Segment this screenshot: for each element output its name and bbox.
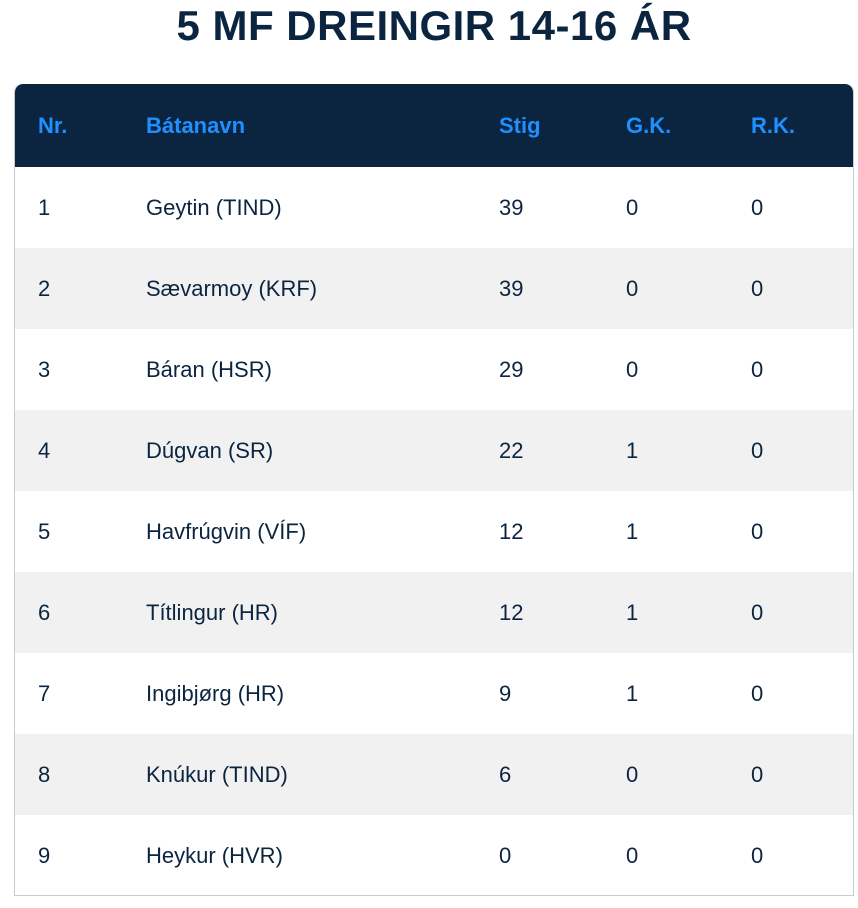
cell-nr: 7 [38, 680, 51, 706]
cell-gk: 0 [626, 194, 639, 220]
cell-boat-name: Ingibjørg (HR) [146, 680, 285, 706]
cell-boat-name: Sævarmoy (KRF) [146, 275, 318, 301]
cell-points: 0 [499, 842, 512, 868]
table-row: 9 Heykur (HVR) 0 0 0 [15, 815, 853, 895]
cell-boat-name: Heykur (HVR) [146, 842, 283, 868]
table-row: 1 Geytin (TIND) 39 0 0 [15, 167, 853, 248]
cell-rk: 0 [751, 437, 764, 463]
cell-points: 12 [499, 518, 524, 544]
cell-nr: 3 [38, 356, 51, 382]
column-header-rk[interactable]: R.K. [751, 112, 795, 138]
cell-rk: 0 [751, 356, 764, 382]
cell-boat-name: Dúgvan (SR) [146, 437, 274, 463]
column-header-gk[interactable]: G.K. [626, 112, 672, 138]
table-body: 1 Geytin (TIND) 39 0 0 2 Sævarmoy (KRF) … [15, 167, 853, 895]
cell-gk: 0 [626, 356, 639, 382]
table-row: 6 Títlingur (HR) 12 1 0 [15, 572, 853, 653]
table-row: 4 Dúgvan (SR) 22 1 0 [15, 410, 853, 491]
cell-rk: 0 [751, 761, 764, 787]
cell-nr: 5 [38, 518, 51, 544]
cell-rk: 0 [751, 842, 764, 868]
cell-gk: 0 [626, 842, 639, 868]
column-header-nr[interactable]: Nr. [38, 112, 68, 138]
cell-nr: 1 [38, 194, 51, 220]
column-header-points[interactable]: Stig [499, 112, 541, 138]
cell-rk: 0 [751, 599, 764, 625]
cell-gk: 0 [626, 275, 639, 301]
cell-boat-name: Geytin (TIND) [146, 194, 282, 220]
page-title: 5 MF DREINGIR 14-16 ÁR [176, 2, 692, 49]
cell-points: 39 [499, 194, 524, 220]
table-row: 2 Sævarmoy (KRF) 39 0 0 [15, 248, 853, 329]
cell-points: 12 [499, 599, 524, 625]
cell-gk: 1 [626, 437, 639, 463]
standings-table: Nr. Bátanavn Stig G.K. R.K. 1 Geytin (TI… [14, 84, 854, 896]
cell-nr: 2 [38, 275, 51, 301]
cell-points: 9 [499, 680, 512, 706]
cell-nr: 6 [38, 599, 51, 625]
cell-rk: 0 [751, 680, 764, 706]
cell-rk: 0 [751, 518, 764, 544]
cell-nr: 4 [38, 437, 51, 463]
table-row: 7 Ingibjørg (HR) 9 1 0 [15, 653, 853, 734]
cell-gk: 1 [626, 680, 639, 706]
cell-points: 39 [499, 275, 524, 301]
cell-boat-name: Títlingur (HR) [146, 599, 279, 625]
table-header-row: Nr. Bátanavn Stig G.K. R.K. [15, 84, 853, 167]
cell-gk: 0 [626, 761, 639, 787]
cell-points: 22 [499, 437, 524, 463]
cell-nr: 8 [38, 761, 51, 787]
column-header-boat-name[interactable]: Bátanavn [146, 112, 246, 138]
cell-boat-name: Báran (HSR) [146, 356, 272, 382]
cell-gk: 1 [626, 599, 639, 625]
table-row: 3 Báran (HSR) 29 0 0 [15, 329, 853, 410]
cell-rk: 0 [751, 194, 764, 220]
cell-nr: 9 [38, 842, 51, 868]
cell-rk: 0 [751, 275, 764, 301]
cell-boat-name: Havfrúgvin (VÍF) [146, 518, 307, 544]
cell-points: 6 [499, 761, 512, 787]
cell-points: 29 [499, 356, 524, 382]
cell-boat-name: Knúkur (TIND) [146, 761, 288, 787]
table-row: 5 Havfrúgvin (VÍF) 12 1 0 [15, 491, 853, 572]
table-row: 8 Knúkur (TIND) 6 0 0 [15, 734, 853, 815]
cell-gk: 1 [626, 518, 639, 544]
